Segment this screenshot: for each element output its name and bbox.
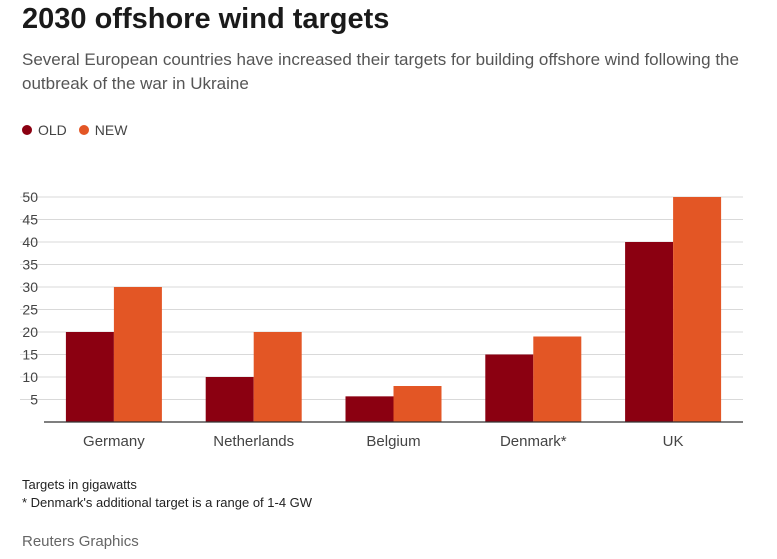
x-label-germany: Germany xyxy=(83,433,145,450)
bar-germany-old xyxy=(65,332,114,422)
x-label-belgium: Belgium xyxy=(366,433,420,450)
x-label-uk: UK xyxy=(663,433,684,450)
x-label-netherlands: Netherlands xyxy=(213,433,294,450)
bar-denmark-new xyxy=(533,336,582,422)
bar-netherlands-old xyxy=(205,377,254,422)
legend-item-old: OLD xyxy=(22,122,67,138)
y-tick-label-45: 45 xyxy=(22,212,38,228)
footnotes: Targets in gigawatts * Denmark's additio… xyxy=(22,476,312,512)
y-tick-label-10: 10 xyxy=(22,369,38,385)
denmark-note: * Denmark's additional target is a range… xyxy=(22,495,313,510)
legend-label-new: NEW xyxy=(94,122,128,138)
bar-uk-old xyxy=(625,242,674,422)
bar-denmark-old xyxy=(485,354,534,422)
chart-title: 2030 offshore wind targets xyxy=(22,3,390,35)
units-note: Targets in gigawatts xyxy=(22,477,137,492)
bar-belgium-new xyxy=(393,386,442,422)
source-credit: Reuters Graphics xyxy=(22,533,139,550)
x-label-denmark: Denmark* xyxy=(500,433,567,450)
bar-uk-new xyxy=(673,197,722,422)
y-tick-label-30: 30 xyxy=(22,279,38,295)
legend-swatch-new xyxy=(78,125,89,135)
bar-chart: 5 10 15 20 25 30 35 40 45 50 Germany Netherlands Bel… xyxy=(20,189,743,450)
y-tick-label-25: 25 xyxy=(22,302,38,318)
legend-label-old: OLD xyxy=(38,122,67,138)
chart-subtitle: Several European countries have increase… xyxy=(22,50,739,93)
bar-netherlands-new xyxy=(253,332,302,422)
y-tick-label-50: 50 xyxy=(22,189,38,205)
y-tick-label-40: 40 xyxy=(22,234,38,250)
y-tick-label-20: 20 xyxy=(22,324,38,340)
bar-germany-new xyxy=(113,287,162,422)
y-tick-label-5: 5 xyxy=(30,392,38,408)
bar-belgium-old xyxy=(345,396,394,422)
y-tick-label-35: 35 xyxy=(22,257,38,273)
legend: OLD NEW xyxy=(22,122,139,138)
legend-swatch-old xyxy=(22,125,32,135)
y-tick-label-15: 15 xyxy=(22,347,38,363)
legend-item-new: NEW xyxy=(78,122,128,138)
